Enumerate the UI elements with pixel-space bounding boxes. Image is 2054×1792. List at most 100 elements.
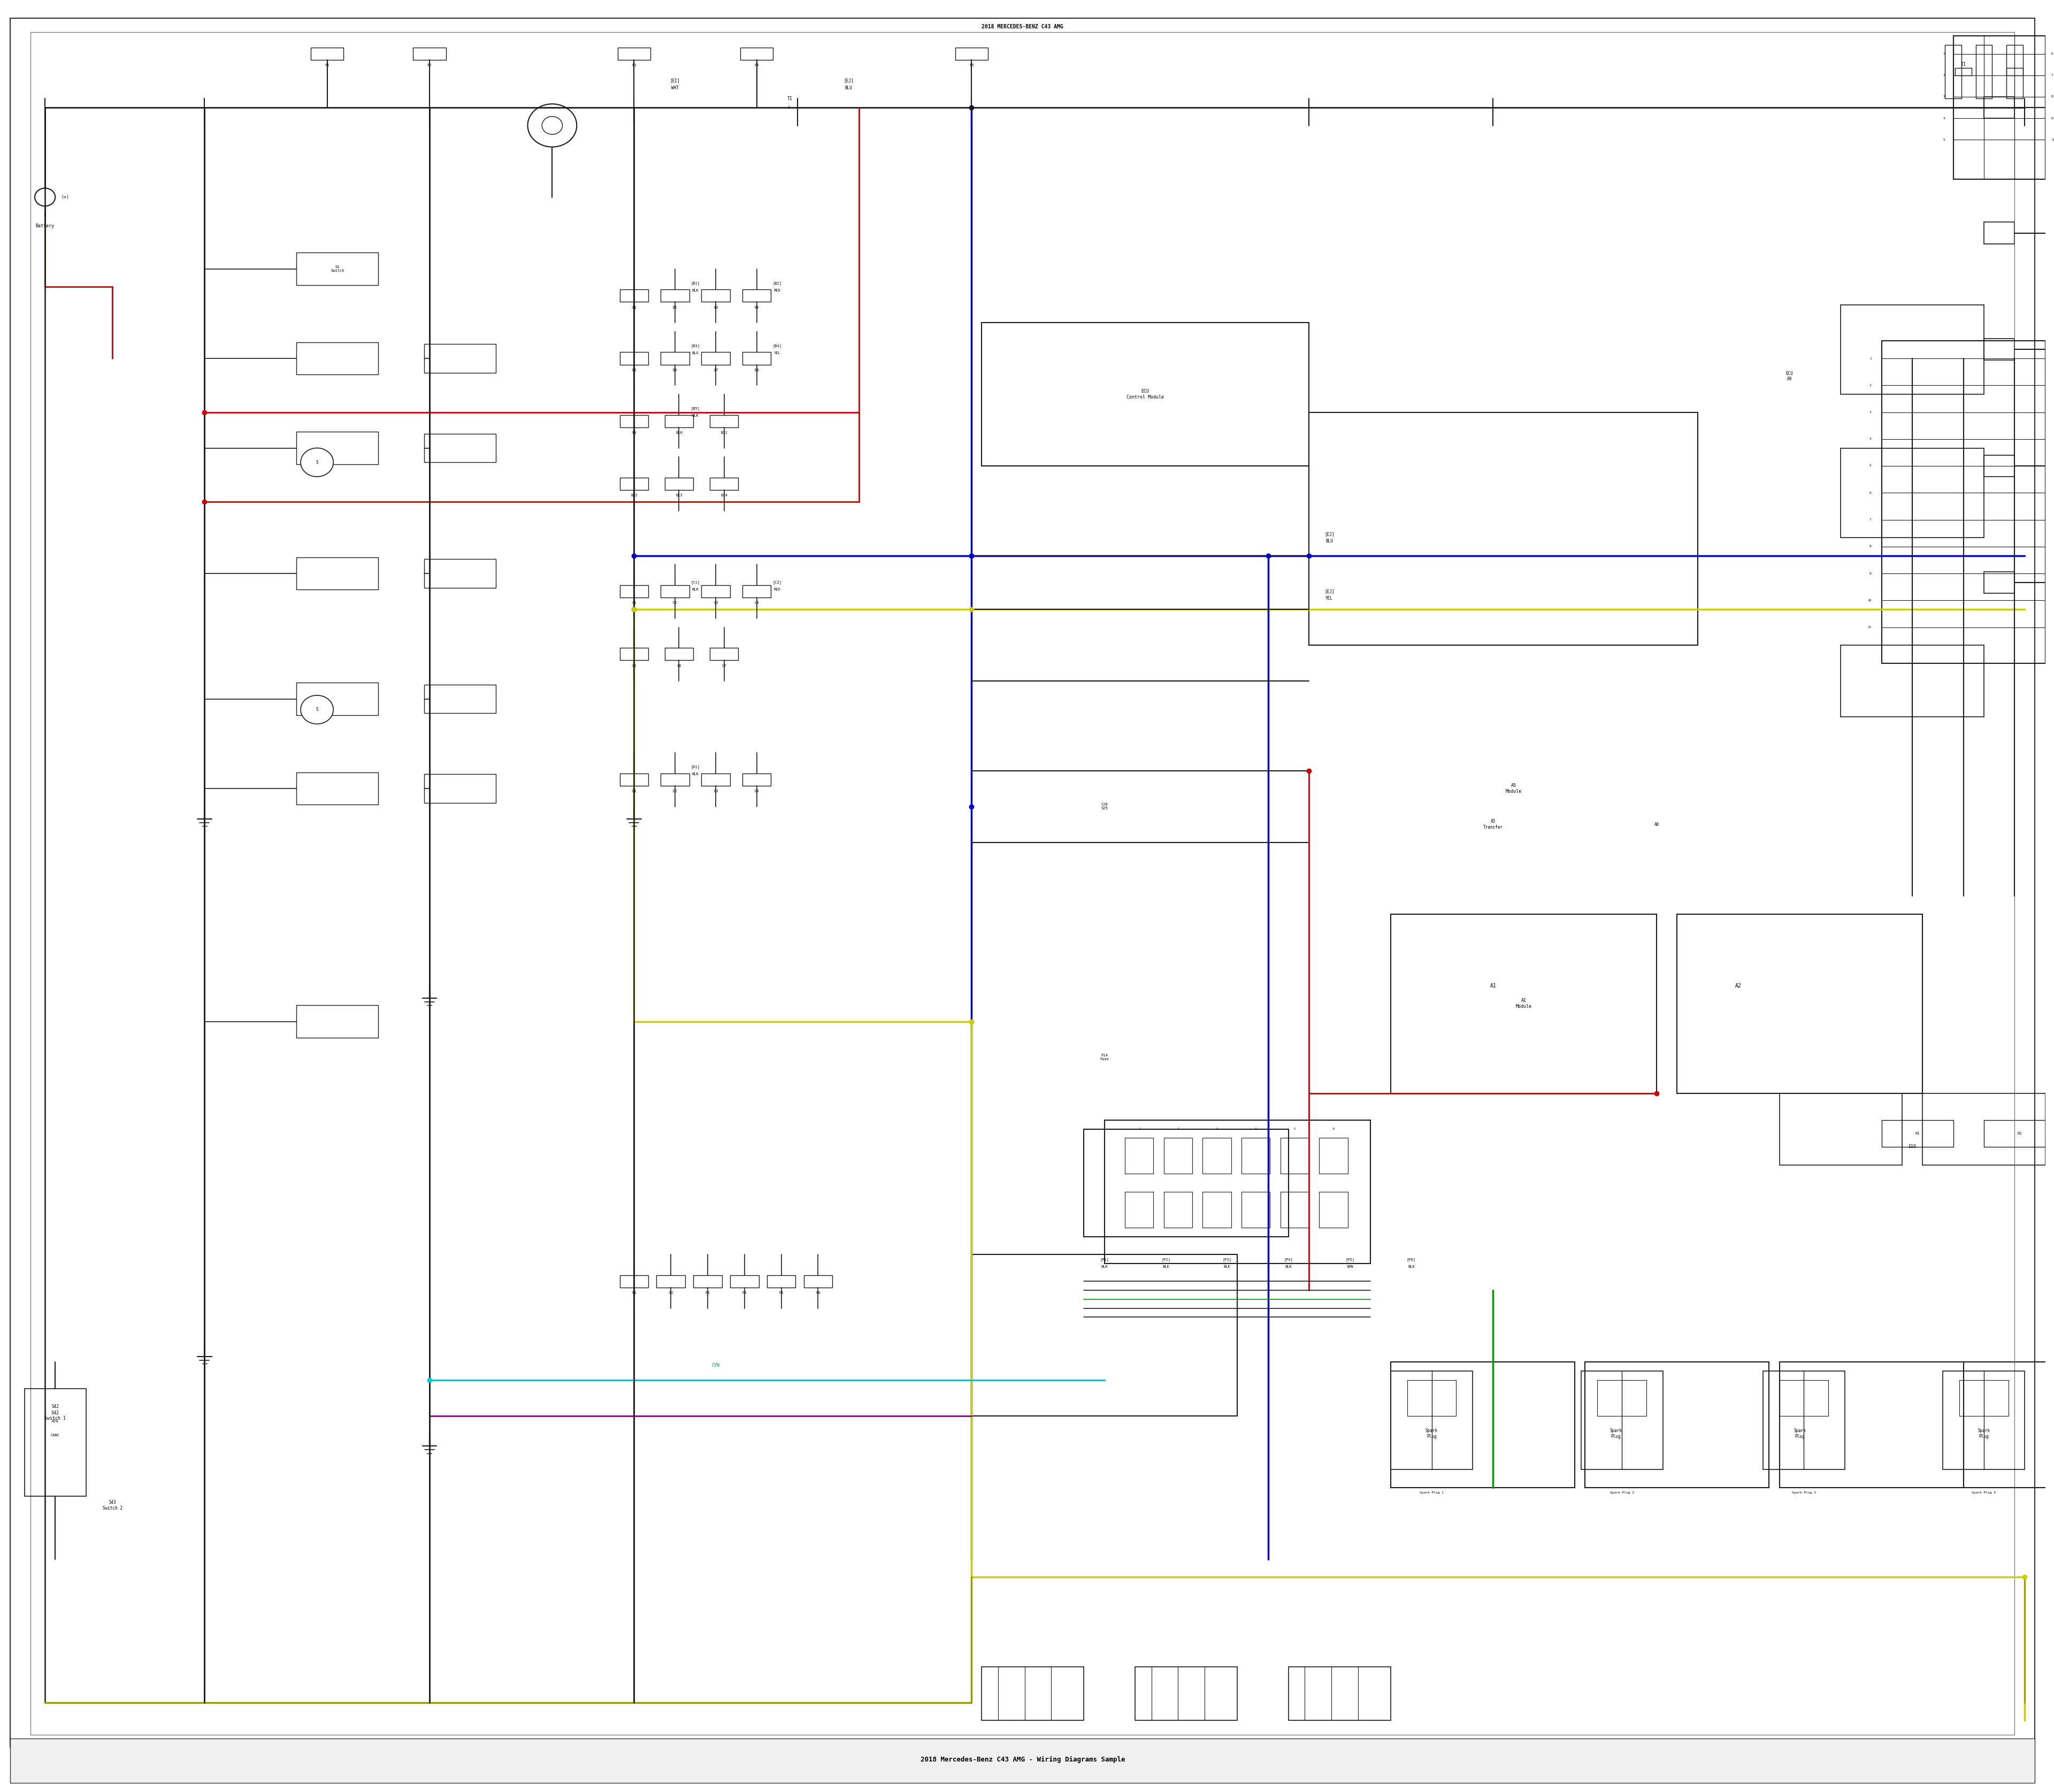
Bar (711, 416, 737, 426)
Text: C6: C6 (676, 665, 682, 667)
Bar (1598, 1380, 1647, 1416)
Text: S42: S42 (51, 1405, 60, 1409)
Text: B7: B7 (713, 369, 719, 371)
Bar (1779, 1093, 1902, 1165)
Circle shape (542, 116, 563, 134)
Circle shape (528, 104, 577, 147)
Bar (1391, 1371, 1473, 1469)
Bar (955, 47, 988, 59)
Bar (1881, 340, 2046, 663)
Text: (+): (+) (62, 195, 70, 199)
Bar (620, 774, 649, 785)
Bar (741, 584, 770, 599)
Bar (296, 342, 378, 375)
Text: BLK: BLK (692, 588, 698, 591)
Text: [C2]: [C2] (772, 581, 783, 584)
Bar (661, 289, 690, 301)
Bar (1126, 1138, 1154, 1174)
Text: Spark
Plug: Spark Plug (1793, 1428, 1805, 1439)
Bar (2007, 45, 2023, 99)
Text: BLU: BLU (1325, 539, 1333, 543)
Text: A5
Transfer: A5 Transfer (1483, 819, 1504, 830)
Bar (1945, 45, 1962, 99)
Text: D2: D2 (672, 790, 678, 792)
Bar (661, 351, 690, 366)
Bar (1923, 1093, 2046, 1165)
Text: P2: P2 (668, 1292, 674, 1294)
Text: RED: RED (774, 588, 781, 591)
Text: 2018 Mercedes-Benz C43 AMG - Wiring Diagrams Sample: 2018 Mercedes-Benz C43 AMG - Wiring Diag… (920, 1756, 1126, 1763)
Circle shape (300, 448, 333, 477)
Bar (296, 772, 378, 805)
Text: Spark Plug 4: Spark Plug 4 (1972, 1491, 1996, 1495)
Bar (1984, 222, 2015, 244)
Text: B5: B5 (633, 369, 637, 371)
Text: RED: RED (774, 289, 781, 292)
Bar (296, 432, 378, 464)
Bar (1085, 1129, 1288, 1236)
Bar (665, 416, 694, 426)
Bar (425, 344, 495, 373)
Text: YEL: YEL (1325, 597, 1333, 600)
Text: 1: 1 (43, 213, 47, 217)
Text: B4: B4 (754, 306, 760, 308)
Bar (1984, 97, 2015, 118)
Bar (2007, 68, 2023, 75)
Text: [B2]: [B2] (772, 281, 783, 285)
Bar (1676, 914, 1923, 1093)
Text: S42
Switch 1: S42 Switch 1 (45, 1410, 66, 1421)
Text: B10: B10 (676, 432, 682, 434)
Circle shape (35, 188, 55, 206)
Bar (803, 1276, 832, 1287)
Text: P1: P1 (633, 1292, 637, 1294)
Bar (1881, 1120, 1953, 1147)
Bar (1955, 68, 1972, 75)
Text: BLK: BLK (1407, 1265, 1415, 1269)
Text: 10: 10 (1867, 599, 1871, 602)
Bar (702, 774, 729, 785)
Text: 11: 11 (1867, 625, 1871, 629)
Bar (296, 253, 378, 285)
Text: [B1]: [B1] (690, 281, 700, 285)
Text: B6: B6 (672, 369, 678, 371)
Text: CYN: CYN (713, 1364, 719, 1367)
Text: C3: C3 (713, 602, 719, 604)
Text: C28
S25: C28 S25 (1101, 803, 1107, 810)
Text: BLK: BLK (692, 772, 698, 776)
Text: [P1]: [P1] (1099, 1258, 1109, 1262)
Bar (1984, 455, 2015, 477)
Bar (1202, 1192, 1230, 1228)
Text: S43
Switch 2: S43 Switch 2 (103, 1500, 123, 1511)
Text: 1: 1 (787, 106, 789, 109)
Bar (1241, 1192, 1269, 1228)
Bar (1202, 1138, 1230, 1174)
Text: B3: B3 (713, 306, 719, 308)
Bar (296, 683, 378, 715)
Bar (620, 478, 649, 489)
Bar (661, 584, 690, 599)
Text: F3: F3 (633, 65, 637, 66)
Bar (702, 584, 729, 599)
Text: BLK: BLK (692, 289, 698, 292)
Bar (1407, 1380, 1456, 1416)
Bar (1779, 1362, 1964, 1487)
Bar (982, 1667, 1085, 1720)
Bar (741, 289, 770, 301)
Bar (1586, 1362, 1768, 1487)
Bar (620, 289, 649, 301)
Text: S10: S10 (1908, 1145, 1916, 1149)
Text: [P5]: [P5] (1345, 1258, 1354, 1262)
Text: D3: D3 (713, 790, 719, 792)
Text: [P6]: [P6] (1407, 1258, 1415, 1262)
Text: BLK: BLK (1286, 1265, 1292, 1269)
Bar (739, 47, 772, 59)
Bar (1126, 1192, 1154, 1228)
Text: BLK: BLK (1101, 1265, 1107, 1269)
Text: WHT: WHT (672, 86, 678, 90)
Bar (1762, 1371, 1844, 1469)
Text: GRN: GRN (1347, 1265, 1354, 1269)
Text: D4: D4 (754, 790, 760, 792)
Text: A1: A1 (1489, 984, 1495, 987)
Text: [P2]: [P2] (1161, 1258, 1171, 1262)
Bar (10, 1738, 2036, 1783)
